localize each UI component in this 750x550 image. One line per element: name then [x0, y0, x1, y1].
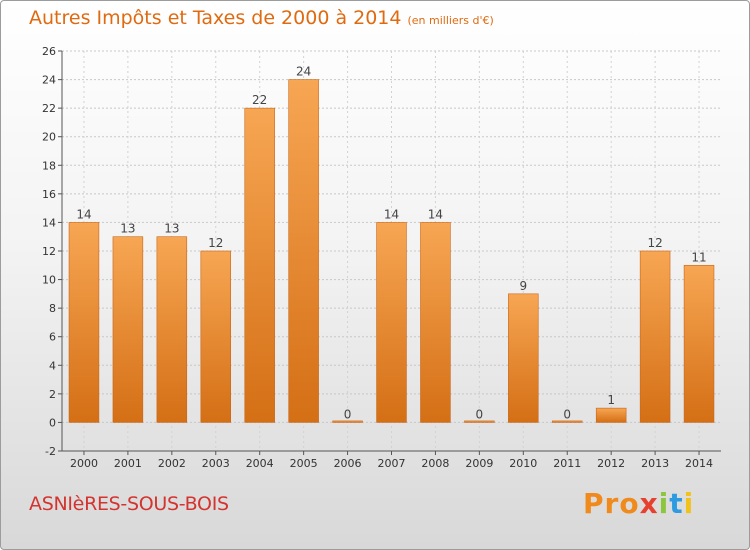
logo-part: i — [683, 487, 695, 520]
bar — [68, 222, 100, 423]
y-tick-label: 6 — [49, 331, 56, 344]
bar-value-label: 12 — [647, 236, 662, 250]
bar-value-label: 0 — [563, 407, 571, 421]
proxiti-logo[interactable]: Proxiti — [583, 487, 694, 520]
x-tick-label: 2008 — [421, 457, 449, 470]
bar-value-label: 13 — [120, 222, 135, 236]
y-tick-label: -2 — [45, 445, 56, 458]
x-tick-label: 2013 — [641, 457, 669, 470]
y-tick-label: 8 — [49, 302, 56, 315]
label-layer: 14 13 13 12 22 24 0 14 14 0 9 0 1 12 11 — [76, 65, 706, 422]
bar-value-label: 13 — [164, 222, 179, 236]
bar — [376, 222, 407, 423]
y-tick-label: 24 — [42, 74, 56, 87]
y-tick-label: 22 — [42, 102, 56, 115]
bar-value-label: 14 — [384, 207, 399, 221]
bar-value-label: 1 — [607, 393, 615, 407]
x-tick-label: 2010 — [509, 457, 537, 470]
y-tick-label: 18 — [42, 159, 56, 172]
x-tick-label: 2002 — [158, 457, 186, 470]
y-tick-label: 20 — [42, 131, 56, 144]
y-tick-label: 16 — [42, 188, 56, 201]
bar — [288, 79, 319, 423]
bar-value-label: 9 — [519, 279, 527, 293]
bar-value-label: 0 — [476, 407, 484, 421]
bar — [244, 107, 275, 423]
y-tick-label: 0 — [49, 416, 56, 429]
y-tick-label: 4 — [49, 359, 56, 372]
bar-value-label: 14 — [428, 207, 443, 221]
bar — [332, 420, 363, 423]
bar-value-label: 0 — [344, 407, 352, 421]
bar — [464, 420, 495, 423]
logo-part: x — [639, 487, 659, 520]
y-tick-label: 26 — [42, 45, 56, 58]
x-tick-label: 2004 — [246, 457, 274, 470]
chart-title-text: Autres Impôts et Taxes de 2000 à 2014 — [29, 7, 402, 29]
logo-part: i — [658, 487, 670, 520]
y-tick-label: 12 — [42, 245, 56, 258]
bar — [156, 236, 188, 423]
y-tick-label: 10 — [42, 274, 56, 287]
bar — [200, 250, 232, 423]
chart-subtitle: (en milliers d'€) — [407, 14, 494, 27]
x-tick-label: 2000 — [70, 457, 98, 470]
x-tick-label: 2003 — [202, 457, 230, 470]
bar-value-label: 11 — [691, 250, 706, 264]
bar — [112, 236, 144, 423]
logo-part: t — [669, 487, 684, 520]
y-tick-label: 14 — [42, 216, 56, 229]
x-tick-label: 2001 — [114, 457, 142, 470]
x-tick-label: 2011 — [553, 457, 581, 470]
x-tick-label: 2006 — [334, 457, 362, 470]
chart-title: Autres Impôts et Taxes de 2000 à 2014 (en… — [29, 7, 494, 29]
bar — [551, 420, 583, 423]
bar-value-label: 12 — [208, 236, 223, 250]
bar — [639, 250, 671, 423]
logo-part: Pro — [583, 487, 640, 520]
x-tick-label: 2012 — [597, 457, 625, 470]
bar-layer — [68, 79, 715, 423]
bar — [683, 264, 715, 423]
city-name: ASNIèRES-SOUS-BOIS — [29, 493, 229, 515]
bar-value-label: 24 — [296, 65, 311, 79]
bar-value-label: 14 — [76, 207, 91, 221]
bar-value-label: 22 — [252, 93, 267, 107]
bar — [420, 222, 451, 423]
x-tick-label: 2009 — [465, 457, 493, 470]
bar — [508, 293, 539, 423]
x-tick-label: 2014 — [685, 457, 713, 470]
bar — [595, 407, 627, 423]
x-tick-label: 2005 — [290, 457, 318, 470]
y-tick-label: 2 — [49, 388, 56, 401]
x-tick-label: 2007 — [378, 457, 406, 470]
